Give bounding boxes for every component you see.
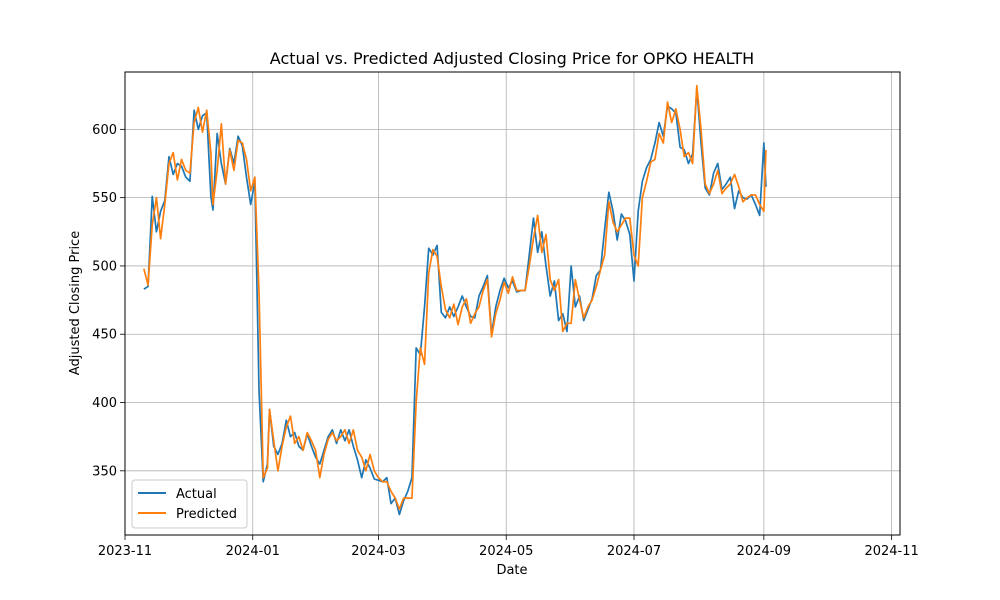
x-tick-label: 2023-11 xyxy=(98,544,152,559)
x-axis-label: Date xyxy=(496,563,527,578)
legend-label-predicted: Predicted xyxy=(176,507,237,522)
y-tick-label: 400 xyxy=(92,396,117,411)
legend-label-actual: Actual xyxy=(176,487,217,502)
chart-title: Actual vs. Predicted Adjusted Closing Pr… xyxy=(270,49,754,68)
x-tick-label: 2024-07 xyxy=(607,544,661,559)
y-tick-label: 450 xyxy=(92,328,117,343)
y-tick-label: 600 xyxy=(92,123,117,138)
y-tick-label: 550 xyxy=(92,191,117,206)
x-tick-label: 2024-01 xyxy=(226,544,280,559)
x-tick-label: 2024-11 xyxy=(864,544,918,559)
x-tick-label: 2024-09 xyxy=(737,544,791,559)
x-axis-ticks: 2023-11 2024-01 2024-03 2024-05 2024-07 2024-… xyxy=(98,535,919,559)
x-tick-label: 2024-03 xyxy=(351,544,405,559)
x-tick-label: 2024-05 xyxy=(479,544,533,559)
series-lines xyxy=(143,84,767,516)
series-line-predicted xyxy=(143,84,767,510)
y-tick-label: 500 xyxy=(92,259,117,274)
plot-area-frame xyxy=(124,71,901,536)
y-axis-label: Adjusted Closing Price xyxy=(68,231,83,375)
grid xyxy=(124,72,900,535)
y-tick-label: 350 xyxy=(92,464,117,479)
legend: Actual Predicted xyxy=(131,479,248,529)
y-axis-ticks: 350 400 450 500 550 600 xyxy=(92,123,125,479)
